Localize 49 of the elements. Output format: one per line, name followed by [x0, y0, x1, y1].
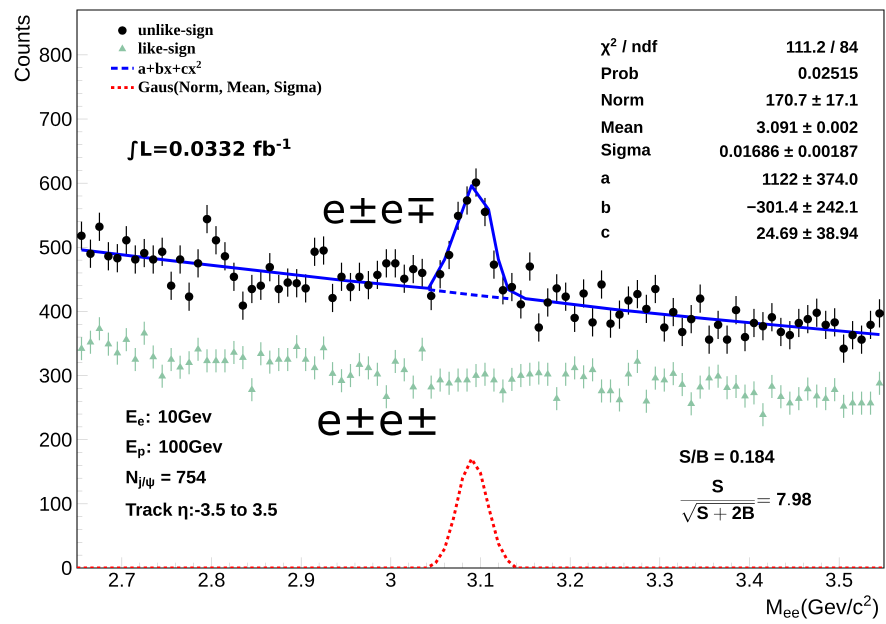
annotation: Norm — [602, 94, 644, 106]
annotation: 0.02515 — [798, 67, 858, 79]
y-tick-label: 600 — [40, 176, 72, 190]
annotation: Prob — [602, 66, 638, 80]
annotation: E$_{e}$: 10Gev — [126, 410, 212, 426]
y-axis-title: Counts — [14, 15, 30, 82]
annotation: Sigma — [601, 143, 651, 159]
annotation: 24.69 ± 38.94 — [756, 227, 858, 240]
x-tick-label: 3.1 — [467, 572, 494, 587]
annotation: b — [602, 200, 610, 214]
annotation: N$_{j/ψ}$ = 754 — [126, 470, 206, 489]
annotation: E$_{p}$: 100Gev — [126, 440, 222, 458]
x-tick-label: 2.8 — [198, 572, 225, 587]
annotation: e±e± — [318, 408, 436, 436]
annotation: −301.4 ± 242.1 — [747, 201, 858, 213]
annotation: S/B = 0.184 — [680, 450, 774, 464]
annotation: 0.01686 ± 0.00187 — [720, 145, 858, 158]
x-tick-label: 2.7 — [108, 572, 135, 587]
y-tick-label: 500 — [40, 240, 72, 254]
annotation: a — [601, 174, 610, 184]
legend-label: like-sign — [138, 42, 196, 58]
annotation: χ$^{2}$ / ndf — [600, 38, 658, 56]
annotation: 1122 ± 374.0 — [762, 173, 858, 185]
annotation: e±e∓ — [324, 198, 434, 224]
legend-label: Gaus(Norm, Mean, Sigma) — [138, 81, 322, 96]
y-tick-label: 100 — [40, 496, 72, 511]
annotation: 111.2 / 84 — [786, 40, 858, 54]
annotation: ∫L=0.0332 fb$^{-1}$ — [127, 138, 290, 160]
annotation: Mean — [602, 121, 642, 133]
y-tick-label: 700 — [40, 112, 72, 126]
legend-label: a+bx+cx$^{2}$ — [138, 60, 201, 74]
y-tick-label: 200 — [40, 432, 72, 447]
annotation: Track η:-3.5 to 3.5 — [126, 502, 277, 520]
x-tick-label: 3 — [386, 572, 396, 587]
x-axis-title: M$_{ee}$(Gev/c$^{2}$) — [767, 595, 878, 619]
x-tick-label: 3.3 — [646, 572, 673, 587]
x-tick-label: 2.9 — [288, 572, 314, 587]
x-tick-label: 3.4 — [736, 572, 763, 587]
annotation: 170.7 ± 17.1 — [766, 94, 858, 106]
annotation: $\frac{\mathbf{S}}{\sqrt{\mathbf{S+2B}}}\mathbf{ = 7.98}$ — [680, 480, 812, 522]
x-tick-label: 3.5 — [826, 572, 852, 587]
annotation: c — [601, 228, 610, 238]
x-tick-label: 3.2 — [557, 572, 584, 587]
y-tick-label: 0 — [62, 560, 72, 576]
legend-label: unlike-sign — [138, 24, 214, 39]
y-tick-label: 400 — [39, 304, 72, 319]
annotation: 3.091 ± 0.002 — [756, 121, 858, 134]
y-tick-label: 800 — [40, 48, 72, 62]
y-tick-label: 300 — [40, 368, 72, 383]
